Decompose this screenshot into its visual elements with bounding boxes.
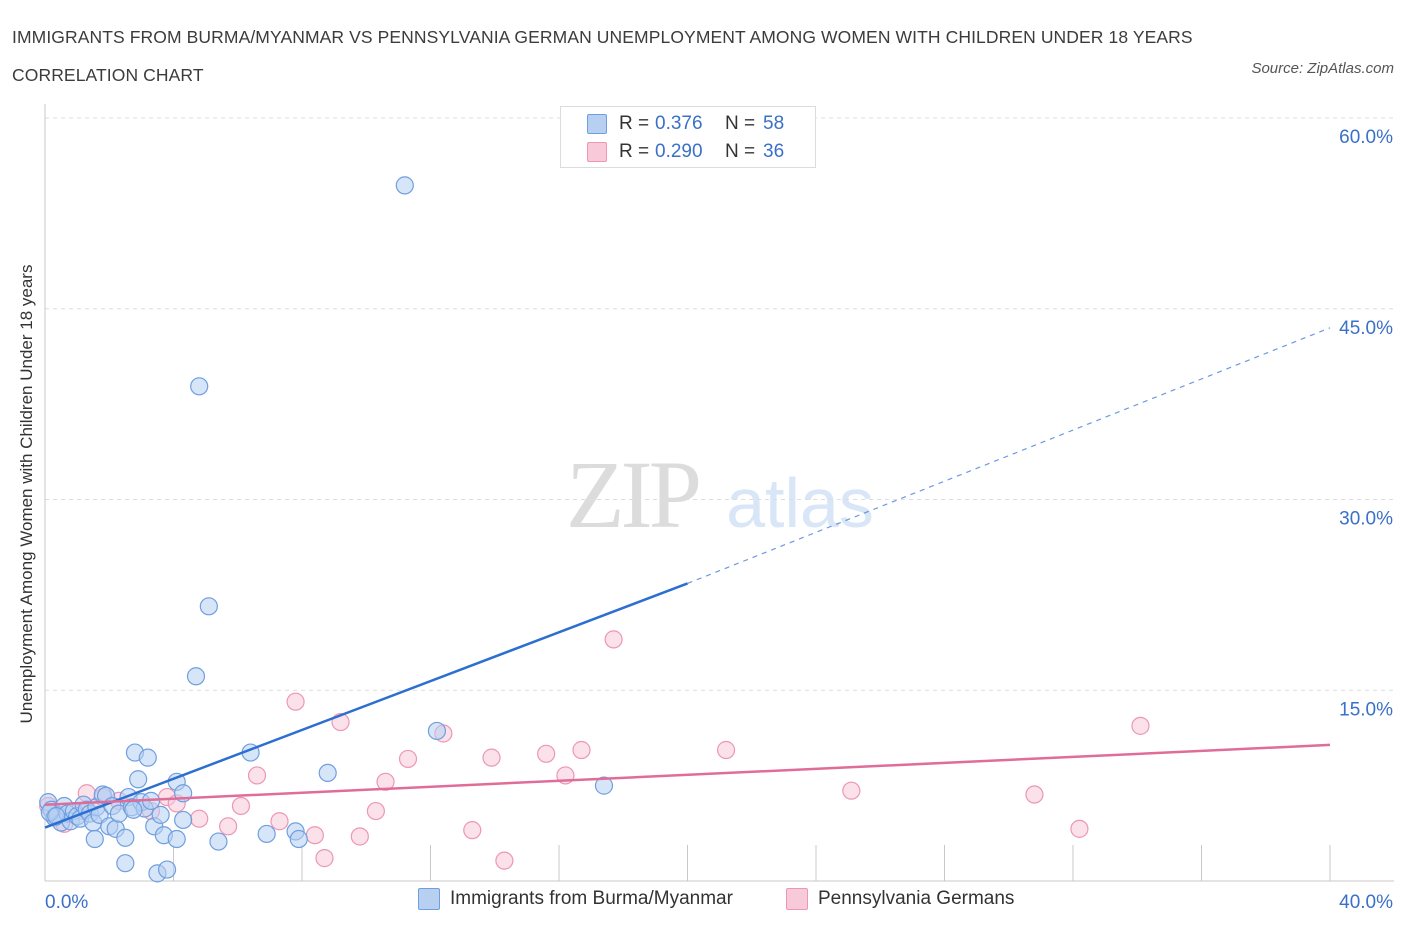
y-tick-label: 45.0%	[1339, 318, 1393, 339]
series-legend-label: Immigrants from Burma/Myanmar	[450, 888, 733, 909]
data-point	[186, 667, 206, 686]
data-point	[842, 781, 861, 800]
data-point	[247, 766, 267, 785]
y-tick-labels: 15.0% 30.0% 45.0% 60.0%	[1339, 127, 1393, 720]
data-point	[463, 821, 482, 840]
series-legend-label: Pennsylvania Germans	[818, 888, 1015, 909]
data-point	[1025, 785, 1044, 804]
data-point	[495, 851, 514, 870]
legend-row-burma: R = 0.376 N = 58	[587, 112, 784, 136]
legend-swatch-pink	[587, 142, 607, 162]
data-point	[537, 744, 556, 763]
watermark: ZIP atlas	[566, 441, 874, 548]
x-tick-label: 40.0%	[1339, 892, 1393, 913]
data-point	[366, 801, 385, 821]
data-point	[190, 377, 209, 396]
data-point	[318, 763, 337, 783]
legend-r-label: R =	[619, 141, 650, 162]
data-point	[116, 828, 135, 847]
burma-myanmar-points	[39, 176, 614, 883]
y-tick-label: 15.0%	[1339, 699, 1393, 720]
chart-title: IMMIGRANTS FROM BURMA/MYANMAR VS PENNSYL…	[12, 27, 1193, 85]
data-point	[257, 824, 276, 844]
data-point	[209, 832, 228, 851]
data-point	[315, 849, 334, 868]
legend-n-label: N =	[725, 141, 756, 162]
data-point	[427, 721, 447, 741]
correlation-legend: R = 0.376 N = 58 R = 0.290 N = 36	[560, 106, 816, 168]
trend-lines	[44, 327, 1331, 829]
legend-r-value: 0.376	[655, 113, 703, 134]
data-point	[157, 860, 177, 879]
data-point	[305, 826, 324, 845]
pennsylvania-germans-points	[39, 630, 1150, 870]
data-point	[376, 772, 395, 791]
series-legend-swatch-blue	[418, 888, 440, 910]
data-point	[124, 800, 143, 819]
data-point	[138, 748, 157, 767]
x-tick-label: 0.0%	[45, 892, 88, 913]
trend-line-pennsylvania	[44, 743, 1331, 806]
data-point	[398, 749, 418, 769]
data-point	[174, 810, 193, 830]
data-point	[1131, 716, 1150, 735]
data-point	[1070, 819, 1089, 838]
data-point	[167, 829, 186, 849]
data-point	[716, 740, 736, 760]
legend-r-value: 0.290	[655, 141, 703, 162]
series-legend-pennsylvania: Pennsylvania Germans	[786, 888, 1014, 910]
legend-n-value: 36	[763, 141, 785, 162]
data-point	[286, 692, 305, 711]
data-point	[270, 812, 289, 831]
data-point	[482, 748, 501, 767]
legend-r-label: R =	[619, 113, 650, 134]
data-point	[289, 829, 308, 849]
watermark-atlas: atlas	[726, 464, 874, 542]
data-point	[190, 809, 209, 828]
gridlines	[45, 117, 1394, 691]
legend-n-value: 58	[763, 113, 785, 134]
data-point	[151, 805, 170, 824]
data-point	[85, 829, 104, 849]
data-point	[219, 817, 238, 836]
series-legend-burma: Immigrants from Burma/Myanmar	[418, 888, 733, 910]
data-point	[594, 776, 614, 795]
data-point	[572, 740, 591, 760]
data-point	[604, 630, 623, 649]
data-point	[231, 796, 251, 816]
legend-row-pennsylvania: R = 0.290 N = 36	[587, 140, 784, 164]
y-tick-label: 30.0%	[1339, 509, 1393, 530]
trend-line-burma-extension	[687, 327, 1331, 584]
data-point	[395, 176, 414, 195]
legend-swatch-blue	[587, 114, 607, 134]
data-point	[129, 770, 148, 789]
data-point	[116, 854, 135, 873]
legend-n-label: N =	[725, 113, 756, 134]
x-tick-labels: 0.0% 40.0%	[45, 892, 1393, 913]
series-legend: Immigrants from Burma/Myanmar Pennsylvan…	[0, 888, 1406, 916]
y-tick-label: 60.0%	[1339, 127, 1393, 148]
trend-line-burma	[44, 582, 688, 829]
series-legend-swatch-pink	[786, 888, 808, 910]
y-axis-label: Unemployment Among Women with Children U…	[17, 265, 36, 724]
source-credit: Source: ZipAtlas.com	[1251, 60, 1394, 77]
data-point	[350, 827, 369, 846]
watermark-zip: ZIP	[566, 441, 699, 548]
data-point	[199, 597, 218, 616]
axes	[44, 104, 1394, 882]
